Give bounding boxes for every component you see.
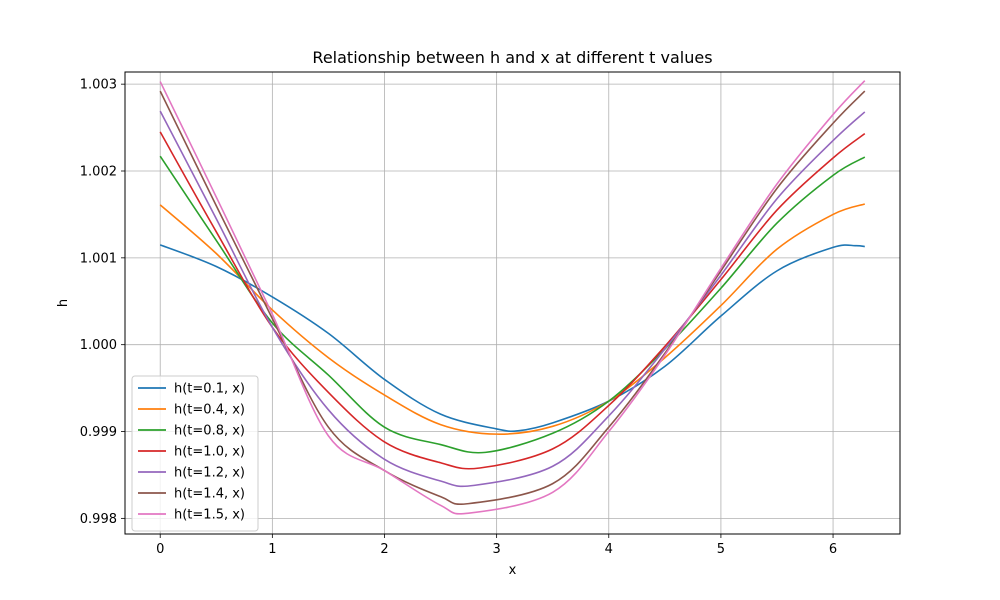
x-tick-label: 6 [829,542,837,557]
y-tick-label: 0.998 [80,512,117,527]
series-layer [159,80,866,515]
x-tick-label: 0 [156,542,164,557]
series-line-3 [159,155,866,454]
legend-label: h(t=1.4, x) [174,487,245,502]
legend-label: h(t=1.0, x) [174,445,245,460]
x-tick-label: 1 [268,542,276,557]
legend: h(t=0.1, x) h(t=0.4, x) h(t=0.8, x) h(t=1.0… [131,375,259,532]
y-tick-label: 1.003 [80,78,117,93]
chart-title: Relationship between h and x at differen… [312,48,712,67]
legend-label: h(t=0.4, x) [174,403,245,418]
plot-frame [124,71,901,535]
legend-label: h(t=1.2, x) [174,466,245,481]
x-tick-label: 5 [717,542,725,557]
series-line-6 [159,90,866,506]
y-axis-label: h [56,299,71,307]
y-tick-label: 1.000 [80,338,117,353]
y-axis-ticks: 0.998 0.999 1.000 1.001 1.002 1.003 [80,78,125,527]
x-tick-label: 3 [492,542,500,557]
y-tick-label: 0.999 [80,425,117,440]
x-axis-label: x [509,563,517,578]
legend-label: h(t=1.5, x) [174,508,245,523]
y-tick-label: 1.001 [80,251,117,266]
series-line-5 [159,110,866,488]
x-tick-label: 4 [605,542,613,557]
series-line-1 [159,244,865,433]
x-tick-label: 2 [380,542,388,557]
legend-label: h(t=0.8, x) [174,424,245,439]
series-line-2 [159,203,866,435]
y-tick-label: 1.002 [80,165,117,180]
legend-label: h(t=0.1, x) [174,382,245,397]
series-line-7 [159,80,866,515]
x-axis-ticks: 0 1 2 3 4 5 6 [156,534,837,557]
